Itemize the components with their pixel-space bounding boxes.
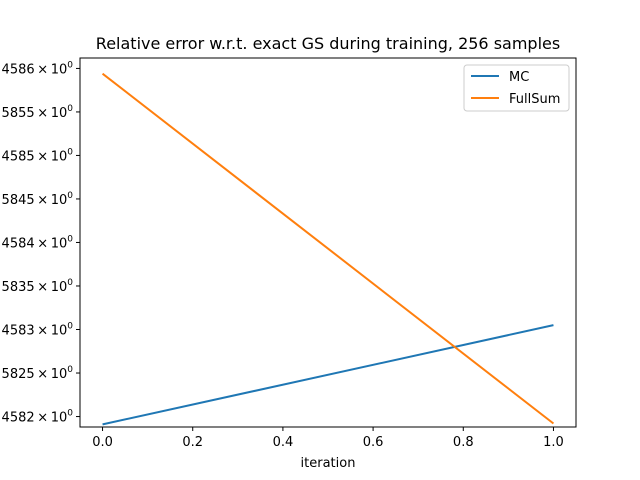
y-tick-label: 5835 × 100 [2,278,74,295]
legend: MC FullSum [463,64,570,112]
x-tick-label: 0.0 [92,435,113,450]
y-tick-label: 4585 × 100 [2,147,74,164]
y-axis-ticks: 4582 × 100 5825 × 100 4583 × 100 5835 × 100… [2,60,80,426]
series-line-fullsum [101,72,555,425]
x-axis-label: iteration [301,456,356,471]
x-tick-label: 0.4 [273,435,294,450]
y-tick-label: 5855 × 100 [2,104,74,121]
y-tick-label: 4583 × 100 [2,321,74,338]
plot-area-frame [79,57,577,428]
y-tick-label: 5845 × 100 [2,191,74,208]
y-tick-label: 4582 × 100 [2,409,74,426]
x-axis-ticks: 0.0 0.2 0.4 0.6 0.8 1.0 [92,427,564,450]
x-tick-label: 0.6 [363,435,384,450]
y-tick-label: 4584 × 100 [2,234,74,251]
y-tick-label: 4586 × 100 [2,60,74,77]
x-tick-label: 0.2 [182,435,203,450]
x-tick-label: 0.8 [453,435,474,450]
legend-label-mc: MC [509,70,529,85]
legend-label-fullsum: FullSum [509,92,560,107]
series-layer [101,72,555,426]
y-tick-label: 5825 × 100 [2,365,74,382]
series-line-mc [102,324,554,426]
x-tick-label: 1.0 [543,435,564,450]
chart-title: Relative error w.r.t. exact GS during tr… [96,34,560,53]
